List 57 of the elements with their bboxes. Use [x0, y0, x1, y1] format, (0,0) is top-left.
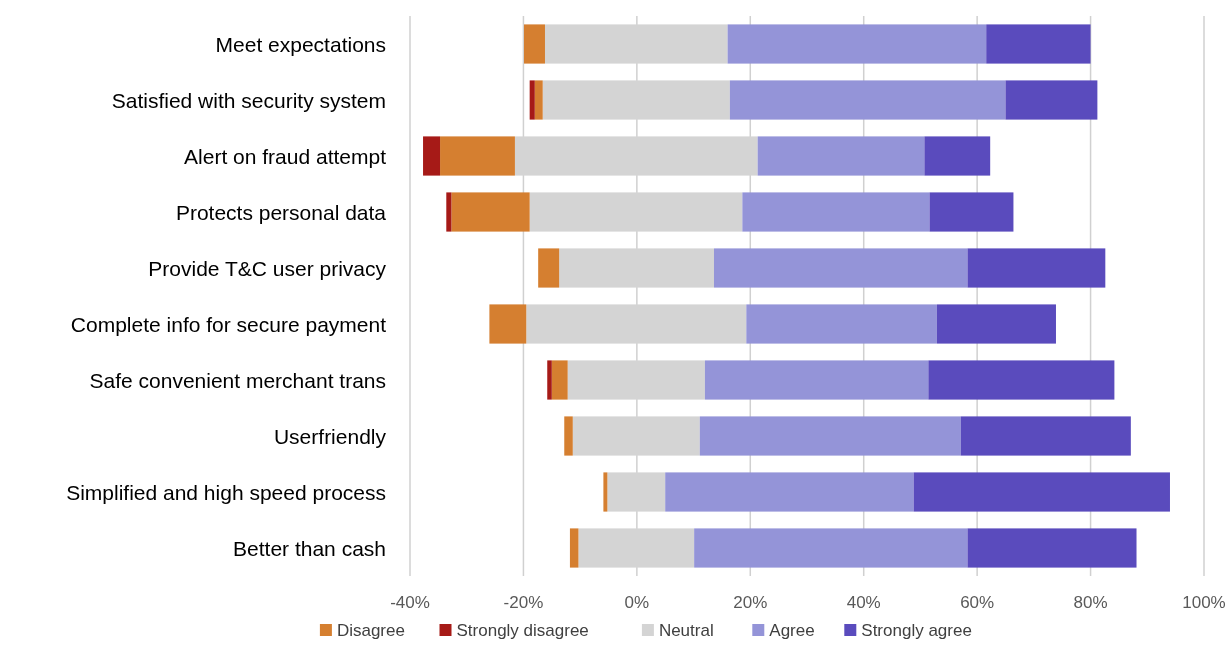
bar — [538, 248, 560, 288]
x-tick-label: -40% — [390, 592, 430, 612]
x-tick-label: 40% — [846, 592, 881, 612]
bar — [451, 192, 530, 232]
bar — [551, 360, 568, 400]
y-tick-label: Satisfied with security system — [111, 88, 386, 112]
bar — [913, 472, 1170, 512]
y-tick-label: Userfriendly — [273, 424, 387, 448]
legend-label: Agree — [769, 620, 815, 640]
legend-label: Disagree — [336, 620, 405, 640]
bar — [713, 248, 968, 288]
y-tick-label: Meet expectations — [215, 32, 386, 56]
x-tick-label: 20% — [733, 592, 768, 612]
bar — [924, 136, 991, 176]
bar — [569, 528, 579, 568]
bar — [746, 304, 937, 344]
y-tick-label: Protects personal data — [175, 200, 387, 224]
bar — [694, 528, 968, 568]
legend-label: Neutral — [658, 620, 714, 640]
bar — [960, 416, 1131, 456]
y-tick-label: Alert on fraud attempt — [184, 144, 387, 168]
bar — [446, 192, 452, 232]
bar — [986, 24, 1091, 64]
bar — [936, 304, 1056, 344]
y-tick-label: Simplified and high speed process — [66, 480, 386, 504]
bar — [704, 360, 929, 400]
x-tick-label: -20% — [503, 592, 544, 612]
bar — [967, 528, 1137, 568]
bar — [699, 416, 961, 456]
bar — [489, 304, 527, 344]
bar — [440, 136, 515, 176]
x-tick-label: 60% — [960, 592, 995, 612]
y-tick-label: Provide T&C user privacy — [148, 256, 387, 280]
legend-label: Strongly agree — [861, 620, 972, 640]
bar — [928, 360, 1115, 400]
bar — [547, 360, 552, 400]
x-tick-label: 0% — [624, 592, 650, 612]
y-tick-label: Safe convenient merchant trans — [89, 368, 386, 392]
y-tick-label: Better than cash — [233, 536, 386, 560]
bar — [564, 416, 573, 456]
bar — [742, 192, 930, 232]
bar — [727, 24, 987, 64]
bar — [603, 472, 608, 512]
bar — [757, 136, 925, 176]
bar — [929, 192, 1014, 232]
bar — [1005, 80, 1098, 120]
bar — [529, 80, 535, 120]
bar — [729, 80, 1006, 120]
bar — [423, 136, 441, 176]
bar — [665, 472, 914, 512]
bar — [967, 248, 1106, 288]
x-tick-label: 100% — [1182, 592, 1226, 612]
legend-label: Strongly disagree — [456, 620, 589, 640]
y-tick-label: Complete info for secure payment — [70, 312, 387, 336]
bar — [534, 80, 543, 120]
bar — [524, 24, 545, 64]
x-tick-label: 80% — [1073, 592, 1108, 612]
